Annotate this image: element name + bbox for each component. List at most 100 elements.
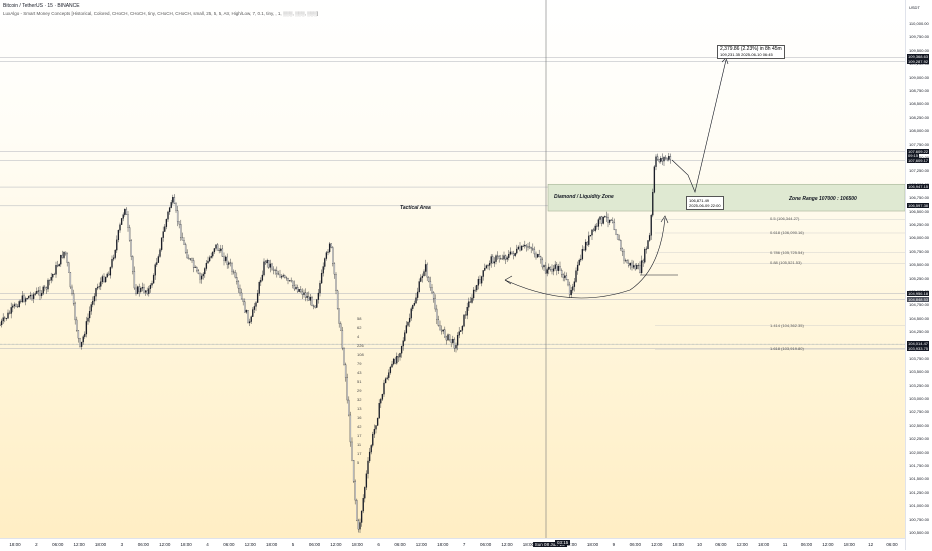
price-tick: 106,000.00: [909, 235, 930, 241]
price-tick: 108,500.00: [909, 101, 930, 107]
time-tick: 12:00: [651, 542, 663, 547]
time-tick: 06:00: [52, 542, 64, 547]
price-tag: 104,014.47: [907, 341, 930, 347]
price-tick: 105,500.00: [909, 262, 930, 268]
recovery-arc-tail[interactable]: [504, 275, 513, 285]
time-tick: 12:00: [501, 542, 513, 547]
symbol-title: Bitcoin / TetherUS · 15 · BINANCE: [3, 3, 80, 9]
price-tick: 103,750.00: [909, 355, 930, 361]
price-tick: 110,000.00: [909, 21, 929, 26]
price-tick: 102,500.00: [909, 422, 930, 428]
price-tick: 109,250.00: [909, 61, 930, 67]
price-tag: 109,287.92: [907, 58, 930, 64]
price-tick: 100,750.00: [909, 516, 930, 522]
chart-plot-area[interactable]: Bitcoin / TetherUS · 15 · BINANCE LuxAlg…: [0, 0, 905, 538]
price-tag: 107,609.22: [907, 148, 930, 154]
fib-level-label: 0.88 (105,521.53): [770, 260, 802, 266]
time-tick: 10: [696, 542, 702, 547]
time-tick: 06:00: [800, 542, 813, 547]
price-tick: 108,250.00: [909, 114, 930, 120]
fib-level-label: 0.5 (106,344.27): [770, 216, 800, 222]
fib-level-label: 1.618 (103,919.80): [770, 346, 804, 352]
price-tick: 101,000.00: [909, 503, 930, 509]
fib-level-label: 1.414 (104,362.35): [770, 322, 804, 328]
volume-profile-value: 226: [357, 343, 364, 348]
price-tick: 106,250.00: [909, 221, 930, 227]
price-tick: 104,250.00: [909, 329, 930, 335]
price-tick: 107,500.00: [909, 155, 929, 160]
current-time-label: 03:15: [555, 540, 571, 545]
price-tag: 107,609.17: [907, 157, 930, 163]
price-tick: 101,500.00: [909, 476, 930, 482]
time-tick: 18:00: [437, 542, 449, 547]
projection-path[interactable]: [671, 59, 727, 193]
price-tick: 106,750.00: [909, 195, 930, 201]
volume-profile-value: 16: [357, 415, 362, 420]
time-tick: 06:00: [223, 542, 235, 547]
price-tick: 108,750.00: [909, 87, 930, 93]
time-tick: 06:00: [394, 542, 406, 547]
price-tag: 104,956.18: [907, 290, 930, 296]
time-tick: 4: [206, 542, 209, 547]
liquidity-zone: [547, 183, 905, 212]
volume-profile-value: 5: [357, 460, 360, 465]
price-tag: 104,848.53: [907, 296, 930, 302]
zone-range-label: Zone Range 107000 : 106500: [789, 196, 857, 202]
volume-profile-value: 17: [357, 451, 362, 456]
recovery-arrowhead[interactable]: [660, 215, 669, 224]
time-tick: 7: [462, 542, 466, 547]
indicator-legend: LuxAlgo - Smart Money Concepts [Historic…: [3, 11, 318, 16]
price-tag: 09:15: [907, 153, 920, 159]
price-tick: 103,500.00: [909, 369, 930, 375]
price-chart[interactable]: [0, 0, 905, 538]
candle-series: [0, 152, 672, 533]
price-tick: 104,500.00: [909, 315, 930, 321]
recovery-arc[interactable]: [504, 217, 666, 299]
price-tick: 101,750.00: [909, 463, 930, 469]
price-tick: 100,500.00: [909, 530, 930, 535]
fib-level-label: 0.786 (105,725.54): [770, 249, 804, 255]
volume-profile-value: 29: [357, 388, 362, 393]
volume-profile-value: 17: [357, 433, 362, 438]
price-tick: 107,750.00: [909, 141, 930, 147]
entry-measure-date: 2025-06-09 22:00: [689, 203, 721, 208]
price-tick: 102,000.00: [909, 449, 930, 455]
price-tick: 109,000.00: [909, 74, 930, 80]
price-axis[interactable]: USDT 110,000.00 109,750.00 109,500.00 109,2…: [905, 0, 932, 550]
price-tag: 106,597.38: [907, 202, 930, 208]
volume-profile-value: 79: [357, 361, 362, 366]
time-tick: 06:00: [886, 542, 898, 547]
time-tick: 11: [782, 542, 788, 547]
price-tag: 103,933.75: [907, 345, 930, 351]
tactical-area-label: Tactical Area: [400, 205, 431, 211]
price-tick: 107,250.00: [909, 168, 930, 174]
price-tick: 102,750.00: [909, 409, 930, 415]
fib-level-label: 0.618 (106,090.16): [770, 229, 804, 235]
target-measure-box[interactable]: 2,379.86 (2.23%) in 8h 45m 109,231.35 20…: [717, 45, 785, 59]
time-axis[interactable]: 18:00 2 06:00 12:00 18:00 3 06:00 12:00 18:00 4 06…: [0, 538, 905, 551]
target-measure-detail: 109,231.35 2025-06-10 06:45: [720, 52, 773, 57]
target-measure-delta: 2,379.86 (2.23%) in 8h 45m: [720, 46, 782, 52]
price-tick: 109,750.00: [909, 34, 930, 40]
time-tick: 2: [35, 542, 38, 547]
diamond-zone-label: Diamond / Liquidity Zone: [554, 194, 614, 200]
time-tick: 12:00: [822, 542, 834, 547]
price-tick: 101,250.00: [909, 489, 930, 495]
time-tick: 18:00: [522, 542, 534, 547]
currency-label: USDT: [909, 5, 920, 10]
entry-measure-box[interactable]: 106,871.49 2025-06-09 22:00: [686, 196, 724, 210]
time-tick: 12:00: [415, 542, 428, 547]
price-tick: 105,750.00: [909, 248, 930, 254]
volume-profile-value: 13: [357, 406, 362, 411]
time-tick: 18:00: [180, 542, 192, 547]
time-tick: 06:00: [629, 542, 641, 547]
price-tick: 108,000.00: [909, 128, 930, 134]
time-tick: 6: [377, 542, 380, 547]
price-tick: 103,000.00: [909, 396, 930, 402]
time-tick: 18:00: [9, 542, 21, 547]
time-tick: 18:00: [351, 542, 363, 547]
price-tick: 105,250.00: [909, 275, 930, 281]
time-tick: 18:00: [758, 542, 770, 547]
time-tick: 06:00: [479, 542, 492, 547]
time-tick: 06:00: [715, 542, 727, 547]
